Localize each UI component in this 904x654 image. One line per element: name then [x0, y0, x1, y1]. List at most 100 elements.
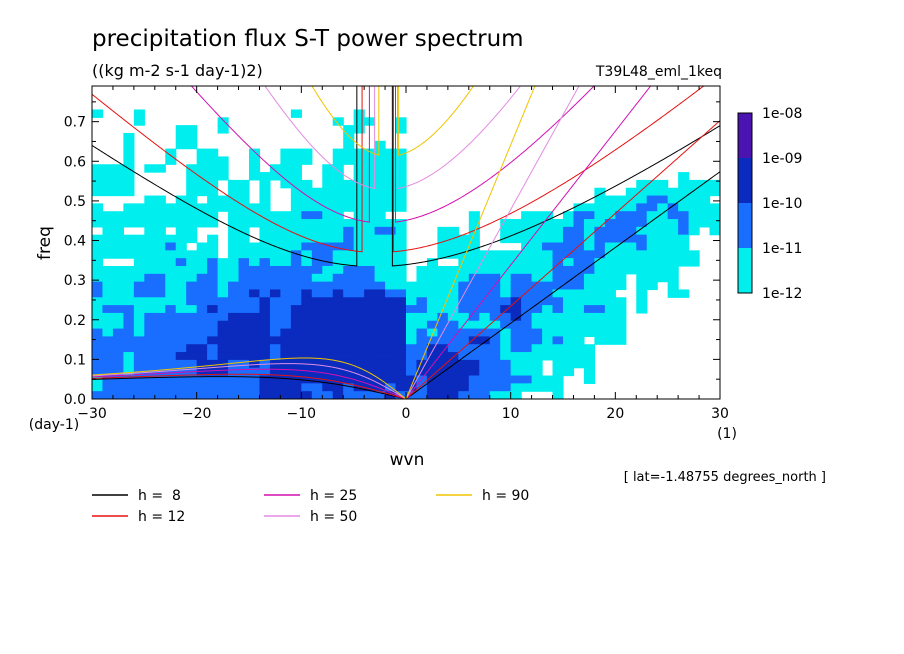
- heat-cell: [154, 352, 166, 361]
- heat-cell: [374, 219, 386, 228]
- heat-cell: [531, 375, 543, 384]
- heat-cell: [364, 226, 376, 236]
- heat-cell: [112, 391, 124, 399]
- heat-cell: [374, 148, 386, 158]
- heat-cell: [364, 367, 376, 377]
- heat-cell: [604, 265, 616, 275]
- heat-cell: [196, 359, 208, 369]
- heat-cell: [447, 367, 459, 377]
- heat-cell: [542, 242, 554, 251]
- heat-cell: [458, 344, 470, 353]
- heat-cell: [667, 281, 679, 291]
- heat-cell: [353, 328, 365, 338]
- heat-cell: [301, 219, 313, 228]
- heat-cell: [186, 258, 198, 267]
- heat-cell: [228, 297, 240, 306]
- heat-cell: [144, 320, 156, 330]
- heat-cell: [92, 203, 104, 212]
- heat-cell: [228, 179, 240, 189]
- heat-cell: [175, 344, 187, 353]
- heat-cell: [112, 281, 124, 291]
- heat-cell: [364, 265, 376, 275]
- heat-cell: [657, 265, 669, 275]
- heat-cell: [154, 305, 166, 314]
- heat-cell: [133, 281, 145, 291]
- heat-cell: [332, 320, 344, 330]
- heat-cell: [353, 297, 365, 306]
- heat-cell: [165, 297, 177, 306]
- heat-cell: [322, 187, 334, 197]
- heat-cell: [207, 219, 219, 228]
- heat-cell: [552, 297, 564, 306]
- heat-cell: [364, 344, 376, 353]
- heat-cell: [604, 297, 616, 306]
- heat-cell: [364, 234, 376, 244]
- heat-cell: [259, 219, 271, 228]
- heat-cell: [385, 265, 397, 275]
- heat-cell: [699, 195, 711, 204]
- heat-cell: [636, 305, 648, 314]
- heat-cell: [332, 336, 344, 345]
- heat-cell: [196, 281, 208, 291]
- heat-cell: [583, 320, 595, 330]
- heat-cell: [573, 265, 585, 275]
- heat-cell: [385, 312, 397, 322]
- heat-cell: [112, 375, 124, 384]
- heat-cell: [144, 195, 156, 204]
- heat-cell: [406, 289, 418, 298]
- heat-cell: [332, 250, 344, 259]
- heat-cell: [269, 211, 281, 220]
- heat-cell: [458, 250, 470, 259]
- heat-cell: [353, 156, 365, 165]
- heat-cell: [332, 164, 344, 173]
- heat-cell: [426, 367, 438, 377]
- heat-cell: [489, 289, 501, 298]
- heat-cell: [311, 328, 323, 338]
- heat-cell: [186, 336, 198, 345]
- heat-cell: [521, 273, 533, 283]
- heat-cell: [353, 265, 365, 275]
- heat-cell: [165, 305, 177, 314]
- heat-cell: [385, 359, 397, 369]
- heat-cell: [573, 281, 585, 291]
- heat-cell: [238, 195, 250, 204]
- heat-cell: [269, 265, 281, 275]
- heat-cell: [667, 273, 679, 283]
- heat-cell: [207, 250, 219, 259]
- heat-cell: [123, 320, 135, 330]
- heat-cell: [364, 305, 376, 314]
- heat-cell: [573, 336, 585, 345]
- heat-cell: [646, 187, 658, 197]
- heat-cell: [196, 258, 208, 267]
- heat-cell: [688, 195, 700, 204]
- inertia-gravity-curve: [92, 86, 720, 267]
- heat-cell: [594, 211, 606, 220]
- heat-cell: [531, 250, 543, 259]
- heat-cell: [678, 226, 690, 236]
- heat-cell: [102, 344, 114, 353]
- heat-cell: [301, 203, 313, 212]
- heat-cell: [217, 383, 229, 392]
- heat-cell: [249, 164, 261, 173]
- heat-cell: [531, 258, 543, 267]
- heat-cell: [531, 305, 543, 314]
- rossby-wave-curve: [92, 376, 407, 399]
- heat-cell: [343, 226, 355, 236]
- heat-cell: [280, 156, 292, 165]
- inertia-gravity-curve: [264, 86, 522, 190]
- heat-cell: [500, 383, 512, 392]
- heat-cell: [426, 273, 438, 283]
- heat-cell: [426, 297, 438, 306]
- heat-cell: [322, 344, 334, 353]
- heat-cell: [165, 203, 177, 212]
- heat-cell: [521, 289, 533, 298]
- heat-cell: [123, 375, 135, 384]
- heat-cell: [196, 336, 208, 345]
- heat-cell: [500, 312, 512, 322]
- heat-cell: [552, 336, 564, 345]
- heat-cell: [269, 250, 281, 259]
- heat-cell: [238, 289, 250, 298]
- heat-cell: [123, 250, 135, 259]
- heat-cell: [207, 367, 219, 377]
- heat-cell: [343, 219, 355, 228]
